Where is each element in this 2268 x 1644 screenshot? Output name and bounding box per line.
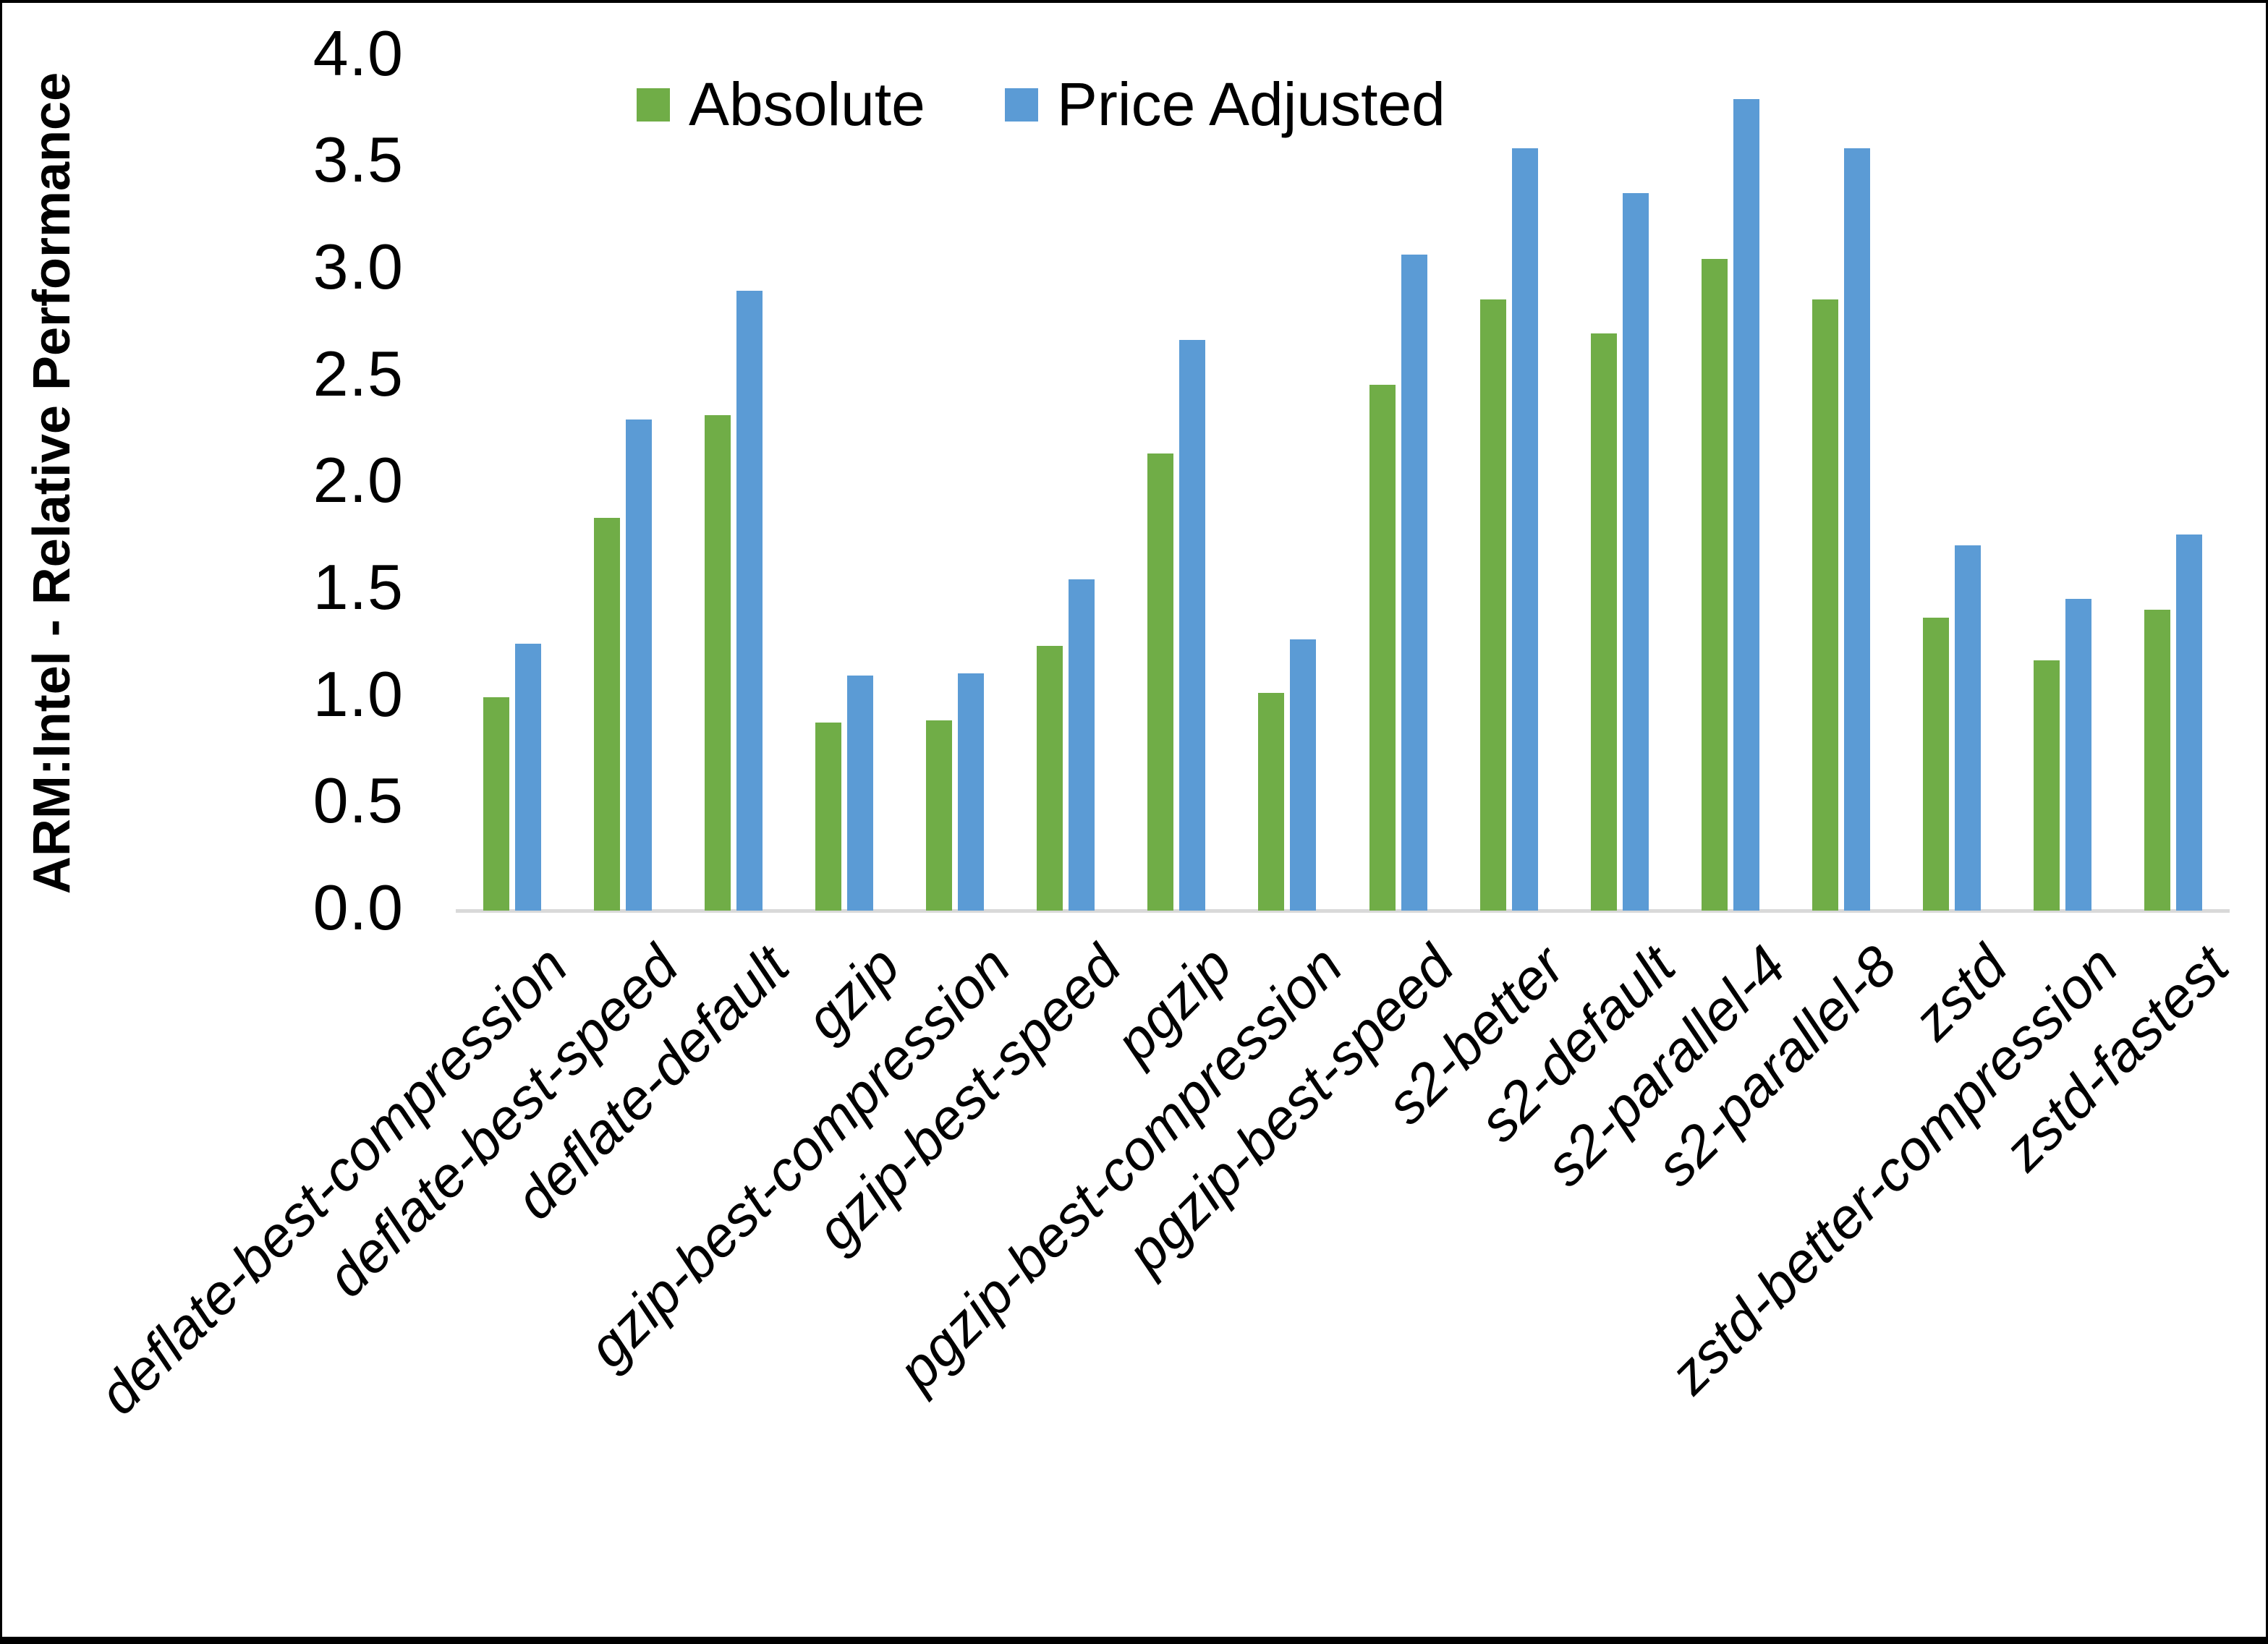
bar-price-adjusted <box>2176 534 2203 911</box>
y-tick-label: 3.5 <box>313 124 404 196</box>
bar-price-adjusted <box>736 291 763 911</box>
bar-absolute <box>2144 610 2171 911</box>
legend-label-absolute: Absolute <box>689 70 925 138</box>
y-tick-label: 4.0 <box>313 17 404 89</box>
bar-price-adjusted <box>1733 99 1759 911</box>
legend-label-price-adjusted: Price Adjusted <box>1056 70 1445 138</box>
top-border-line <box>0 0 2268 3</box>
bar-price-adjusted <box>514 644 541 911</box>
bar-price-adjusted <box>958 673 984 911</box>
price-adjusted-series-swatch-icon <box>1004 88 1038 122</box>
bar-absolute <box>483 697 509 911</box>
bar-price-adjusted <box>1401 255 1427 911</box>
absolute-series-swatch-icon <box>637 88 670 122</box>
bar-absolute <box>1369 385 1396 911</box>
y-tick-label: 2.5 <box>313 337 404 409</box>
bar-price-adjusted <box>1290 639 1317 911</box>
bar-price-adjusted <box>1955 545 1982 911</box>
bar-absolute <box>1812 299 1838 911</box>
bar-absolute <box>1147 453 1174 911</box>
y-tick-label: 1.5 <box>313 550 404 623</box>
legend-item-absolute: Absolute <box>637 69 925 140</box>
legend-item-price-adjusted: Price Adjusted <box>1004 69 1445 140</box>
bar-absolute <box>1037 646 1063 911</box>
y-tick-label: 3.0 <box>313 230 404 302</box>
bar-absolute <box>815 723 841 911</box>
bar-price-adjusted <box>1622 193 1649 911</box>
plot-area <box>456 56 2230 911</box>
bar-absolute <box>1701 259 1728 911</box>
right-border-line <box>2266 0 2268 1644</box>
y-tick-label: 1.0 <box>313 657 404 730</box>
bar-absolute <box>2034 660 2060 911</box>
legend: Absolute Price Adjusted <box>637 69 1445 140</box>
bar-price-adjusted <box>1179 340 1206 911</box>
left-border-line <box>0 0 2 1644</box>
bar-absolute <box>926 720 952 911</box>
y-tick-label: 2.0 <box>313 444 404 516</box>
x-axis-line <box>456 909 2230 913</box>
y-tick-label: 0.5 <box>313 764 404 837</box>
bar-absolute <box>593 518 620 911</box>
bar-price-adjusted <box>846 676 873 911</box>
y-tick-label: 0.0 <box>313 871 404 943</box>
bottom-border-line <box>0 1637 2268 1644</box>
bar-price-adjusted <box>625 419 652 911</box>
bar-absolute <box>1590 333 1617 911</box>
bar-price-adjusted <box>2065 599 2092 911</box>
bar-price-adjusted <box>1069 579 1095 911</box>
y-axis-title: ARM:Intel - Relative Performance <box>23 72 81 895</box>
bar-absolute <box>1479 299 1506 911</box>
bar-absolute <box>704 415 731 911</box>
bar-price-adjusted <box>1844 148 1870 911</box>
bar-price-adjusted <box>1511 148 1538 911</box>
bar-absolute <box>1258 693 1285 911</box>
bar-absolute <box>1923 618 1950 911</box>
